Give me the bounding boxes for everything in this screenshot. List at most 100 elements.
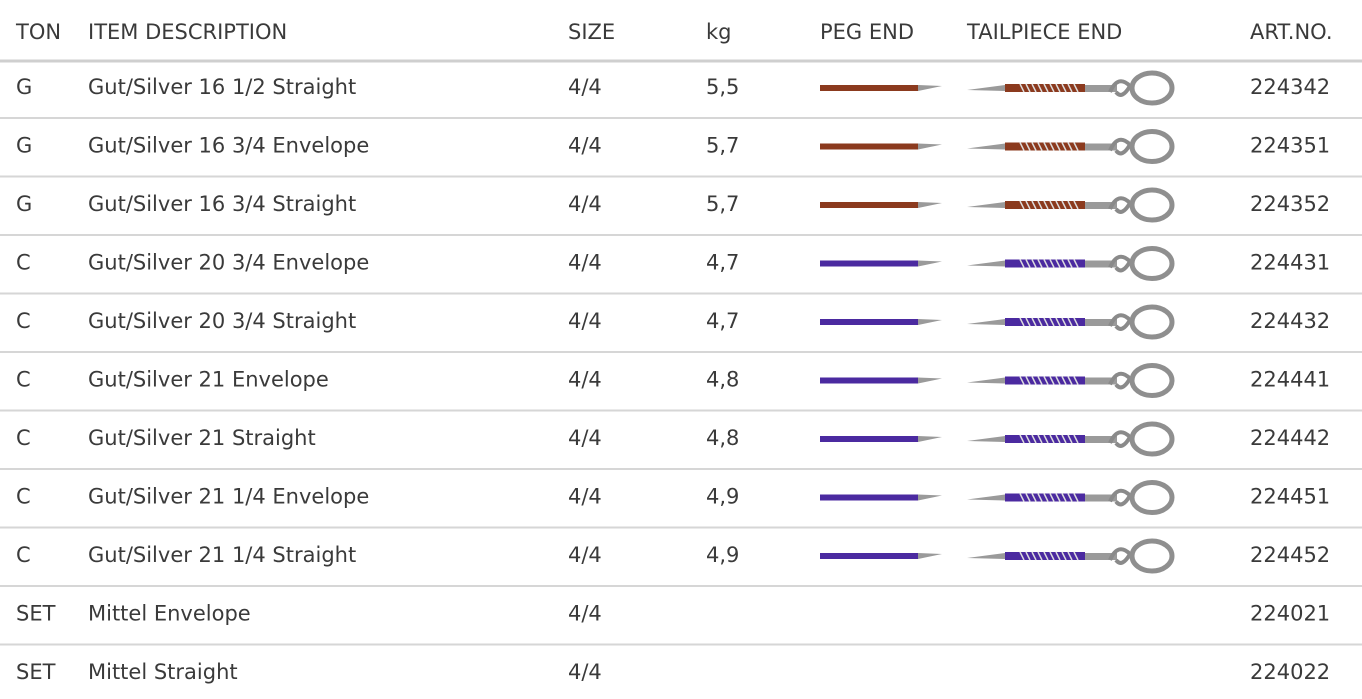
- cell-ton: SET: [16, 660, 56, 684]
- cell-kg: 5,7: [706, 192, 739, 216]
- peg-end: [820, 144, 918, 150]
- string-icons: [820, 73, 1172, 103]
- tail-knot: [1110, 491, 1130, 505]
- cell-kg: 4,8: [706, 426, 739, 450]
- tail-knot: [1110, 257, 1130, 271]
- string-icons: [820, 307, 1172, 337]
- cell-description: Gut/Silver 20 3/4 Straight: [88, 309, 356, 333]
- cell-description: Gut/Silver 20 3/4 Envelope: [88, 251, 369, 275]
- peg-end: [820, 378, 918, 384]
- string-icons: [820, 249, 1172, 279]
- tail-loop: [1132, 483, 1172, 513]
- cell-ton: SET: [16, 602, 56, 626]
- column-header: TAILPIECE END: [966, 20, 1122, 44]
- cell-size: 4/4: [568, 602, 602, 626]
- tail-loop: [1132, 190, 1172, 220]
- peg-end: [820, 553, 918, 559]
- column-header: TON: [15, 20, 61, 44]
- cell-art-no: 224451: [1250, 485, 1330, 509]
- peg-tip: [918, 436, 942, 442]
- cell-ton: G: [16, 192, 32, 216]
- cell-description: Mittel Straight: [88, 660, 238, 684]
- cell-description: Gut/Silver 16 3/4 Envelope: [88, 134, 369, 158]
- tail-knot: [1110, 198, 1130, 212]
- tail-wire: [967, 319, 1005, 325]
- cell-description: Gut/Silver 21 Envelope: [88, 368, 329, 392]
- cell-size: 4/4: [568, 251, 602, 275]
- cell-size: 4/4: [568, 543, 602, 567]
- cell-size: 4/4: [568, 485, 602, 509]
- cell-description: Gut/Silver 21 1/4 Envelope: [88, 485, 369, 509]
- string-icons: [820, 424, 1172, 454]
- peg-tip: [918, 261, 942, 267]
- tail-wire: [967, 261, 1005, 267]
- column-header: PEG END: [820, 20, 914, 44]
- tail-knot: [1110, 374, 1130, 388]
- cell-kg: 5,5: [706, 75, 739, 99]
- cell-art-no: 224441: [1250, 368, 1330, 392]
- tail-loop: [1132, 307, 1172, 337]
- cell-art-no: 224432: [1250, 309, 1330, 333]
- peg-end: [820, 202, 918, 208]
- cell-description: Gut/Silver 21 Straight: [88, 426, 316, 450]
- cell-ton: G: [16, 75, 32, 99]
- column-header: ITEM DESCRIPTION: [88, 20, 287, 44]
- tail-wire: [967, 85, 1005, 91]
- cell-art-no: 224021: [1250, 602, 1330, 626]
- tail-knot: [1110, 432, 1130, 446]
- column-header: kg: [706, 20, 732, 44]
- cell-description: Gut/Silver 16 3/4 Straight: [88, 192, 356, 216]
- cell-ton: C: [16, 251, 31, 275]
- cell-ton: C: [16, 543, 31, 567]
- cell-kg: 4,8: [706, 368, 739, 392]
- cell-art-no: 224022: [1250, 660, 1330, 684]
- tail-wire: [967, 553, 1005, 559]
- peg-tip: [918, 202, 942, 208]
- cell-size: 4/4: [568, 660, 602, 684]
- cell-description: Mittel Envelope: [88, 602, 251, 626]
- cell-art-no: 224352: [1250, 192, 1330, 216]
- string-icons: [820, 366, 1172, 396]
- tail-loop: [1132, 249, 1172, 279]
- tail-knot: [1110, 315, 1130, 329]
- string-icons: [820, 190, 1172, 220]
- tail-knot: [1110, 81, 1130, 95]
- tail-wire: [967, 495, 1005, 501]
- cell-size: 4/4: [568, 192, 602, 216]
- peg-end: [820, 261, 918, 267]
- cell-kg: 4,7: [706, 251, 739, 275]
- tail-loop: [1132, 366, 1172, 396]
- cell-ton: C: [16, 309, 31, 333]
- peg-end: [820, 436, 918, 442]
- cell-kg: 5,7: [706, 134, 739, 158]
- cell-ton: C: [16, 368, 31, 392]
- cell-size: 4/4: [568, 309, 602, 333]
- cell-ton: C: [16, 426, 31, 450]
- cell-art-no: 224431: [1250, 251, 1330, 275]
- cell-ton: C: [16, 485, 31, 509]
- peg-end: [820, 495, 918, 501]
- tail-loop: [1132, 541, 1172, 571]
- cell-art-no: 224351: [1250, 134, 1330, 158]
- cell-kg: 4,9: [706, 543, 739, 567]
- tail-wire: [967, 202, 1005, 208]
- cell-art-no: 224442: [1250, 426, 1330, 450]
- tail-loop: [1132, 73, 1172, 103]
- column-header: SIZE: [568, 20, 615, 44]
- tail-loop: [1132, 132, 1172, 162]
- cell-kg: 4,7: [706, 309, 739, 333]
- tail-wire: [967, 436, 1005, 442]
- peg-end: [820, 319, 918, 325]
- cell-kg: 4,9: [706, 485, 739, 509]
- peg-tip: [918, 495, 942, 501]
- cell-description: Gut/Silver 16 1/2 Straight: [88, 75, 356, 99]
- tail-loop: [1132, 424, 1172, 454]
- peg-tip: [918, 553, 942, 559]
- cell-art-no: 224342: [1250, 75, 1330, 99]
- tail-knot: [1110, 549, 1130, 563]
- string-icons: [820, 132, 1172, 162]
- cell-description: Gut/Silver 21 1/4 Straight: [88, 543, 356, 567]
- cell-art-no: 224452: [1250, 543, 1330, 567]
- cell-size: 4/4: [568, 134, 602, 158]
- peg-tip: [918, 144, 942, 150]
